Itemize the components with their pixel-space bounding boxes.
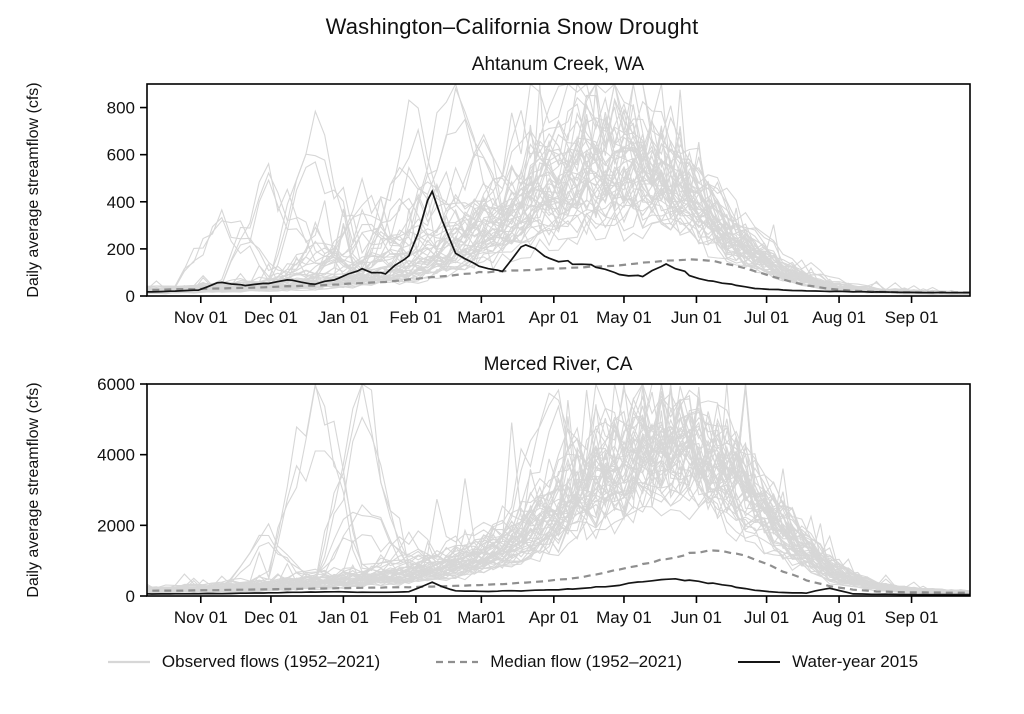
x-tick-label: Aug 01 [812, 608, 866, 627]
panel-title: Merced River, CA [484, 354, 633, 375]
x-tick-label: Apr 01 [529, 608, 579, 627]
x-tick-label: Dec 01 [244, 608, 298, 627]
x-tick-label: Sep 01 [885, 608, 939, 627]
panel-ahtanum-creek: Ahtanum Creek, WA Daily average streamfl… [12, 48, 1012, 348]
legend-label-observed: Observed flows (1952–2021) [161, 652, 381, 671]
x-tick-label: Apr 01 [529, 308, 579, 327]
legend-label-wy2015: Water-year 2015 [792, 652, 919, 671]
observed-flow-lines [147, 84, 970, 296]
y-tick-label: 200 [107, 240, 135, 259]
legend-item-wy2015: Water-year 2015 [736, 652, 918, 672]
plot-area: Nov 01 Dec 01 Jan 01 Feb 01 Mar01 Apr 01 May 0… [97, 375, 971, 627]
x-tick-label: Nov 01 [174, 308, 228, 327]
median-flow-line [147, 258, 970, 294]
y-tick-label: 800 [107, 99, 135, 118]
observed-flow-lines [147, 384, 970, 595]
y-tick-label: 6000 [97, 375, 135, 394]
axes: Nov 01 Dec 01 Jan 01 Feb 01 Mar01 Apr 01 May 0… [97, 375, 971, 627]
x-tick-label: Dec 01 [244, 308, 298, 327]
page-title: Washington–California Snow Drought [325, 14, 699, 39]
merced-river-chart: Merced River, CA Daily average streamflo… [25, 354, 971, 627]
x-tick-label: Sep 01 [885, 308, 939, 327]
x-tick-label: Nov 01 [174, 608, 228, 627]
y-tick-label: 0 [126, 587, 135, 606]
y-tick-label: 600 [107, 146, 135, 165]
y-axis-label: Daily average streamflow (cfs) [25, 382, 42, 597]
x-tick-label: Mar01 [457, 608, 505, 627]
x-tick-label: Feb 01 [389, 608, 442, 627]
x-tick-label: Jan 01 [318, 608, 369, 627]
plot-area: Nov 01 Dec 01 Jan 01 Feb 01 Mar01 Apr 01 May 0… [107, 83, 971, 327]
x-tick-label: Aug 01 [812, 308, 866, 327]
x-tick-label: May 01 [596, 608, 652, 627]
y-tick-label: 400 [107, 193, 135, 212]
ahtanum-creek-chart: Ahtanum Creek, WA Daily average streamfl… [25, 54, 971, 327]
x-tick-label: May 01 [596, 308, 652, 327]
y-tick-label: 4000 [97, 446, 135, 465]
panel-title: Ahtanum Creek, WA [472, 54, 645, 75]
x-tick-label: Feb 01 [389, 308, 442, 327]
water-year-2015-line [147, 189, 970, 294]
legend-item-median: Median flow (1952–2021) [434, 652, 682, 672]
x-tick-label: Jul 01 [744, 608, 789, 627]
x-tick-label: Mar01 [457, 308, 505, 327]
legend-item-observed: Observed flows (1952–2021) [106, 652, 380, 672]
legend: Observed flows (1952–2021) Median flow (… [0, 652, 1024, 672]
water-year-line-sample-icon [738, 661, 781, 663]
y-tick-label: 0 [126, 287, 135, 306]
legend-label-median: Median flow (1952–2021) [490, 652, 683, 671]
axes: Nov 01 Dec 01 Jan 01 Feb 01 Mar01 Apr 01 May 0… [107, 83, 971, 327]
median-dashed-line-sample-icon [436, 660, 479, 664]
median-flow-line [147, 549, 970, 594]
x-tick-label: Jul 01 [744, 308, 789, 327]
panel-merced-river: Merced River, CA Daily average streamflo… [12, 348, 1012, 648]
y-axis-label: Daily average streamflow (cfs) [25, 82, 42, 297]
x-tick-label: Jun 01 [671, 608, 722, 627]
x-tick-label: Jan 01 [318, 308, 369, 327]
y-tick-label: 2000 [97, 516, 135, 535]
x-tick-label: Jun 01 [671, 308, 722, 327]
observed-line-sample-icon [107, 660, 150, 664]
water-year-2015-line [147, 577, 970, 596]
